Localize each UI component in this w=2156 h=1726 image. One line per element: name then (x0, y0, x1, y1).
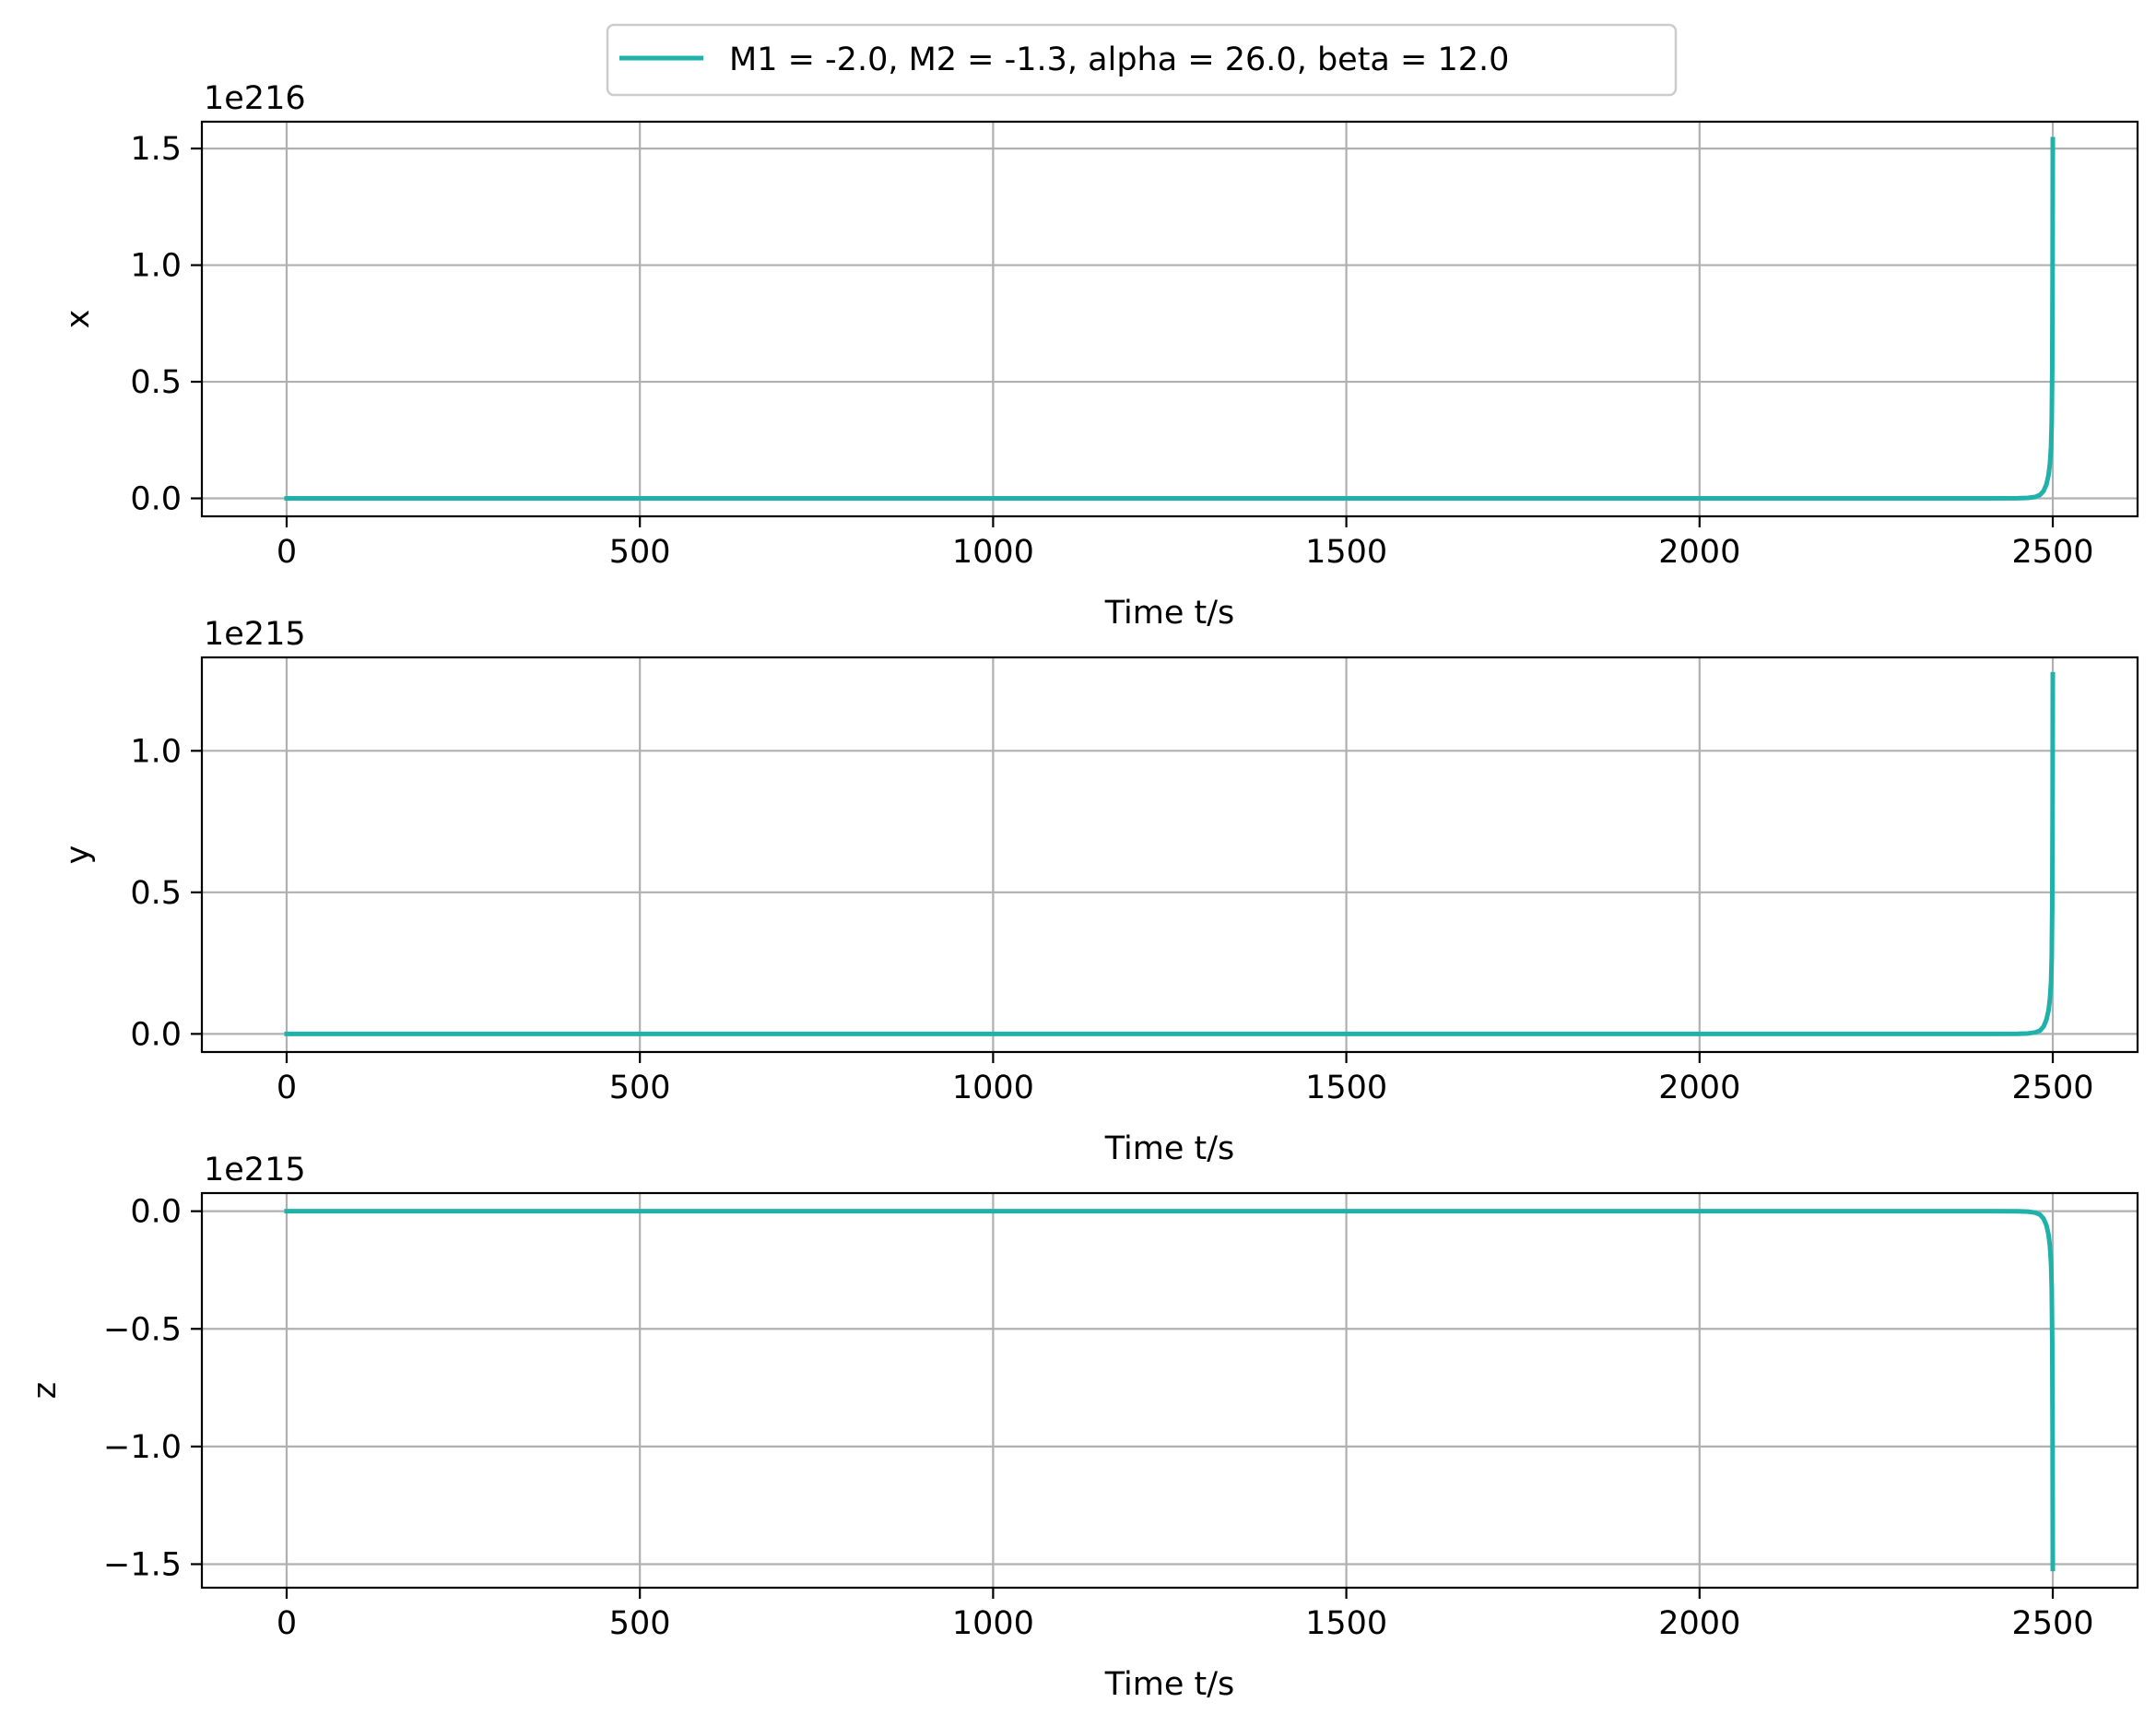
x-axis-label: Time t/s (1104, 595, 1235, 632)
axes-frame (200, 1191, 2139, 1590)
y-tick-label: 0.5 (130, 364, 182, 401)
x-tick-label: 500 (609, 1605, 671, 1642)
y-offset-label: 1e216 (204, 80, 306, 117)
y-tick-label: 0.0 (130, 1194, 182, 1231)
subplot-x: 0 500 1000 1500 2000 2500 0.0 0.5 1.0 1.5 1e216 Tim… (60, 80, 2139, 632)
axes-frame (200, 656, 2139, 1054)
y-tick-label: 0.5 (130, 875, 182, 912)
series-line-z-0 (284, 1209, 2056, 1572)
legend-frame (606, 23, 1678, 97)
x-tick-label: 500 (609, 534, 671, 571)
y-tick-label: −1.0 (103, 1429, 182, 1466)
x-axis-label: Time t/s (1104, 1130, 1235, 1167)
x-tick-label: 1000 (952, 534, 1034, 571)
x-tick-label: 0 (277, 1605, 297, 1642)
y-tick-label: 0.0 (130, 1016, 182, 1053)
y-tick-label: −1.5 (103, 1546, 182, 1583)
y-axis-label: x (60, 310, 97, 329)
subplot-y: 0 500 1000 1500 2000 2500 0.0 0.5 1.0 1e215 Time t… (60, 616, 2139, 1167)
y-offset-label: 1e215 (204, 616, 306, 653)
x-tick-label: 0 (277, 534, 297, 571)
y-tick-label: 1.0 (130, 248, 182, 285)
x-tick-label: 500 (609, 1070, 671, 1106)
legend-entry-label: M1 = -2.0, M2 = -1.3, alpha = 26.0, beta… (729, 41, 1509, 78)
y-tick-label: 1.5 (130, 131, 182, 168)
y-tick-label: 0.0 (130, 481, 182, 518)
x-tick-label: 2000 (1658, 534, 1740, 571)
x-tick-label: 2500 (2011, 534, 2093, 571)
x-tick-label: 0 (277, 1070, 297, 1106)
x-tick-label: 2500 (2011, 1070, 2093, 1106)
legend: M1 = -2.0, M2 = -1.3, alpha = 26.0, beta… (606, 23, 1678, 97)
x-tick-label: 1000 (952, 1605, 1034, 1642)
axes-frame (200, 120, 2139, 518)
x-tick-label: 1500 (1305, 534, 1387, 571)
x-tick-label: 2500 (2011, 1605, 2093, 1642)
x-tick-label: 1500 (1305, 1070, 1387, 1106)
series-line-y-0 (284, 671, 2056, 1036)
y-offset-label: 1e215 (204, 1152, 306, 1188)
subplot-z: 0 500 1000 1500 2000 2500 −1.5 −1.0 −0.5 0.0 1e215… (27, 1152, 2139, 1703)
y-axis-label: z (27, 1382, 64, 1399)
y-tick-label: −0.5 (103, 1311, 182, 1348)
x-axis-label: Time t/s (1104, 1666, 1235, 1703)
y-tick-label: 1.0 (130, 733, 182, 770)
series-line-x-0 (284, 136, 2056, 502)
x-tick-label: 2000 (1658, 1070, 1740, 1106)
y-axis-label: y (60, 845, 97, 865)
x-tick-label: 1000 (952, 1070, 1034, 1106)
x-tick-label: 2000 (1658, 1605, 1740, 1642)
subplots: 0 500 1000 1500 2000 2500 0.0 0.5 1.0 1.5 1e216 Tim… (27, 80, 2139, 1703)
x-tick-label: 1500 (1305, 1605, 1387, 1642)
